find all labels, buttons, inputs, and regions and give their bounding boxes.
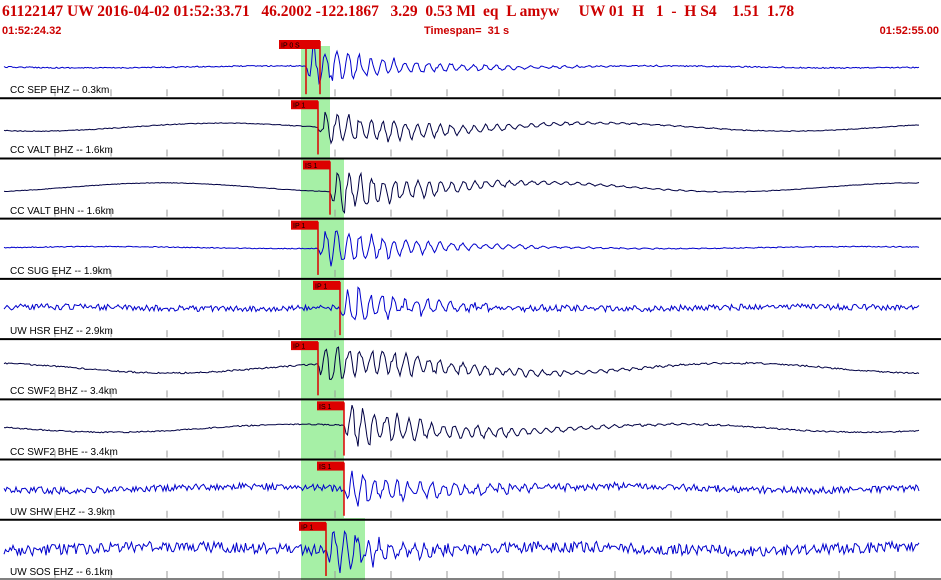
seismogram-trace xyxy=(3,529,920,574)
station-label: CC SEP EHZ -- 0.3km xyxy=(10,85,110,97)
pick-flag xyxy=(313,280,340,290)
pick-flag xyxy=(291,100,318,110)
seismogram-trace xyxy=(3,286,920,321)
station-label: CC SWF2 BHE -- 3.4km xyxy=(10,446,118,458)
seismogram-trace xyxy=(3,230,920,267)
station-label: UW SOS EHZ -- 6.1km xyxy=(10,567,113,578)
seismogram-trace xyxy=(3,470,920,507)
station-label: CC SUG EHZ -- 1.9km xyxy=(10,265,112,277)
station-label: UW HSR EHZ -- 2.9km xyxy=(10,326,113,338)
seismogram-trace xyxy=(3,171,920,215)
station-label: CC SWF2 BHZ -- 3.4km xyxy=(10,386,118,398)
pick-window-2 xyxy=(322,158,344,580)
timespan-label: Timespan= 31 s xyxy=(424,25,510,37)
pick-label: IS 1 xyxy=(319,464,332,471)
station-label: CC VALT BHZ -- 1.6km xyxy=(10,145,113,157)
pick-flag xyxy=(299,521,326,531)
pick-label: IP 1 xyxy=(315,283,327,290)
seismogram-panel[interactable]: IP 00 S IP 1 IS 1 IP 1 IP 1 IP 1 IS 1 IS 1 IP 1 C… xyxy=(0,38,941,580)
pick-window-0 xyxy=(301,46,318,580)
seismogram-trace xyxy=(3,111,919,145)
pick-flag xyxy=(317,401,344,411)
seismogram-trace xyxy=(3,346,920,381)
waveform-canvas[interactable]: IP 00S IP 1 IS 1 IP 1 IP 1 IP 1 IS 1 IS 1 IP 1 xyxy=(0,38,941,580)
pick-flag xyxy=(317,461,344,471)
station-label: UW SHW EHZ -- 3.9km xyxy=(10,506,115,518)
pick-label: IS 1 xyxy=(319,404,332,411)
pick-flag xyxy=(279,40,306,49)
pick-label: IP 1 xyxy=(293,103,305,110)
end-time-label: 01:52:55.00 xyxy=(879,25,939,37)
pick-window-3 xyxy=(344,518,365,580)
pick-label: IP 00 xyxy=(281,43,297,50)
start-time-label: 01:52:24.32 xyxy=(2,25,62,37)
pick-label: IP 1 xyxy=(301,524,313,531)
station-label: CC VALT BHN -- 1.6km xyxy=(10,205,114,217)
pick-label: IP 1 xyxy=(293,223,305,230)
seismogram-trace xyxy=(3,404,920,447)
pick-flag xyxy=(293,40,320,49)
pick-label: S xyxy=(295,43,300,50)
pick-flag xyxy=(291,341,318,351)
seismogram-trace xyxy=(3,42,920,86)
pick-label: IS 1 xyxy=(305,163,318,170)
pick-flag xyxy=(291,220,318,230)
pick-label: IP 1 xyxy=(293,344,305,351)
event-header: 61122147 UW 2016-04-02 01:52:33.71 46.20… xyxy=(0,0,941,38)
pick-flag xyxy=(303,160,330,170)
event-summary-title: 61122147 UW 2016-04-02 01:52:33.71 46.20… xyxy=(2,3,795,20)
